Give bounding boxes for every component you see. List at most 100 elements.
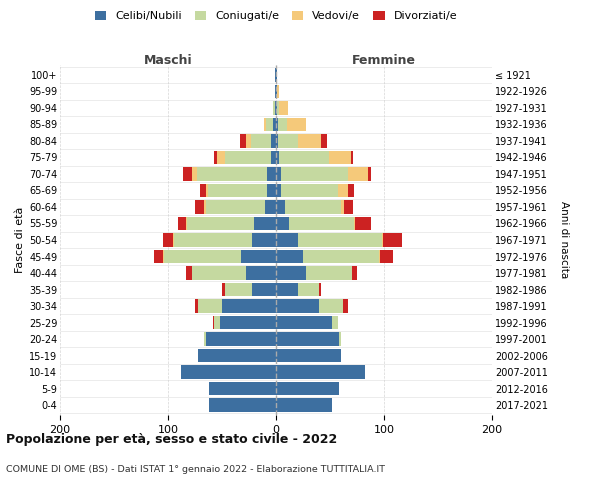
Bar	[275, 84, 276, 98]
Bar	[276, 68, 277, 82]
Bar	[246, 134, 251, 147]
Bar	[355, 216, 371, 230]
Bar	[217, 150, 225, 164]
Bar	[225, 283, 252, 296]
Bar	[187, 216, 254, 230]
Bar	[264, 118, 266, 131]
Bar	[206, 184, 208, 197]
Bar	[306, 266, 352, 280]
Bar	[214, 316, 220, 330]
Text: COMUNE DI OME (BS) - Dati ISTAT 1° gennaio 2022 - Elaborazione TUTTITALIA.IT: COMUNE DI OME (BS) - Dati ISTAT 1° genna…	[6, 466, 385, 474]
Bar	[164, 250, 241, 264]
Text: Maschi: Maschi	[143, 54, 193, 66]
Bar	[279, 150, 329, 164]
Bar	[276, 200, 284, 214]
Bar	[195, 200, 203, 214]
Bar	[277, 84, 279, 98]
Bar	[268, 167, 276, 180]
Bar	[178, 216, 187, 230]
Bar	[268, 184, 276, 197]
Bar	[197, 167, 268, 180]
Bar	[284, 200, 341, 214]
Bar	[276, 283, 298, 296]
Bar	[163, 233, 173, 247]
Bar	[349, 184, 354, 197]
Bar	[276, 300, 319, 313]
Bar	[198, 349, 276, 362]
Bar	[198, 300, 222, 313]
Bar	[209, 398, 276, 412]
Y-axis label: Anni di nascita: Anni di nascita	[559, 202, 569, 278]
Bar	[275, 101, 276, 114]
Bar	[276, 101, 277, 114]
Bar	[380, 250, 392, 264]
Bar	[338, 184, 349, 197]
Bar	[338, 332, 341, 346]
Bar	[276, 398, 332, 412]
Bar	[319, 283, 322, 296]
Bar	[276, 134, 278, 147]
Bar	[276, 266, 306, 280]
Bar	[195, 300, 198, 313]
Bar	[265, 200, 276, 214]
Bar	[289, 216, 354, 230]
Bar	[349, 167, 368, 180]
Bar	[276, 118, 278, 131]
Text: Popolazione per età, sesso e stato civile - 2022: Popolazione per età, sesso e stato civil…	[6, 432, 337, 446]
Bar	[154, 250, 163, 264]
Bar	[206, 200, 265, 214]
Bar	[329, 150, 350, 164]
Bar	[252, 233, 276, 247]
Bar	[287, 118, 306, 131]
Text: Femmine: Femmine	[352, 54, 416, 66]
Bar	[275, 68, 276, 82]
Bar	[181, 366, 276, 379]
Bar	[208, 184, 268, 197]
Bar	[279, 101, 288, 114]
Bar	[222, 300, 276, 313]
Bar	[241, 134, 246, 147]
Bar	[276, 382, 338, 396]
Bar	[183, 167, 192, 180]
Bar	[281, 167, 349, 180]
Bar	[271, 134, 276, 147]
Y-axis label: Fasce di età: Fasce di età	[14, 207, 25, 273]
Bar	[273, 118, 276, 131]
Bar	[203, 332, 206, 346]
Bar	[354, 216, 355, 230]
Bar	[163, 250, 164, 264]
Bar	[276, 216, 289, 230]
Bar	[276, 233, 298, 247]
Bar	[277, 101, 279, 114]
Bar	[173, 233, 175, 247]
Bar	[254, 216, 276, 230]
Bar	[322, 134, 327, 147]
Bar	[209, 382, 276, 396]
Bar	[319, 300, 343, 313]
Bar	[276, 84, 277, 98]
Bar	[246, 266, 276, 280]
Bar	[379, 250, 380, 264]
Bar	[276, 316, 332, 330]
Bar	[276, 250, 303, 264]
Bar	[352, 266, 357, 280]
Bar	[175, 233, 252, 247]
Bar	[220, 316, 276, 330]
Bar	[276, 366, 365, 379]
Bar	[298, 233, 382, 247]
Bar	[276, 332, 338, 346]
Bar	[332, 316, 338, 330]
Bar	[225, 150, 271, 164]
Bar	[298, 134, 322, 147]
Bar	[281, 184, 338, 197]
Bar	[192, 167, 197, 180]
Bar	[276, 167, 281, 180]
Bar	[368, 167, 371, 180]
Bar	[252, 283, 276, 296]
Bar	[344, 200, 353, 214]
Bar	[350, 150, 353, 164]
Bar	[341, 200, 344, 214]
Bar	[303, 250, 379, 264]
Bar	[382, 233, 383, 247]
Bar	[278, 134, 298, 147]
